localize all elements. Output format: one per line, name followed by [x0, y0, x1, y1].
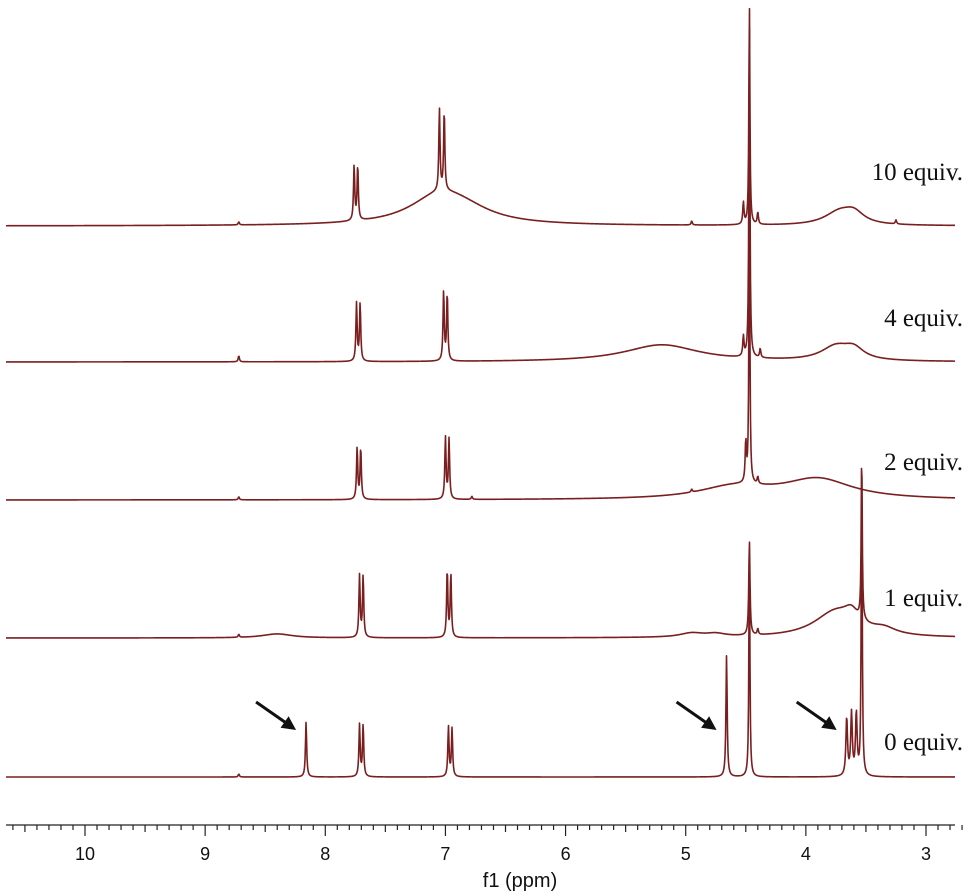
annotation-arrow — [795, 700, 831, 727]
spectrum-traces — [5, 7, 956, 778]
annotation-arrow — [675, 700, 711, 727]
annotation-arrow — [255, 700, 290, 727]
spectrum-trace — [5, 501, 956, 778]
spectrum-trace — [5, 467, 956, 639]
trace-label: 4 equiv. — [884, 305, 963, 332]
trace-label: 0 equiv. — [884, 729, 963, 756]
x-tick-label: 8 — [320, 844, 330, 864]
x-axis-title: f1 (ppm) — [483, 870, 557, 892]
x-axis: 10 9 8 7 6 5 4 3 — [6, 824, 963, 864]
x-tick-label: 3 — [921, 844, 931, 864]
x-tick-label: 7 — [440, 844, 450, 864]
spectrum-trace — [5, 7, 956, 227]
spectrum-trace — [5, 27, 956, 363]
x-tick-label: 10 — [75, 844, 95, 864]
trace-labels: 0 equiv. 1 equiv. 2 equiv. 4 equiv. 10 equiv… — [872, 159, 963, 756]
annotation-arrows — [255, 700, 837, 730]
trace-label: 2 equiv. — [884, 449, 963, 476]
x-tick-label: 6 — [561, 844, 571, 864]
trace-label: 10 equiv. — [872, 159, 963, 186]
x-tick-label: 9 — [200, 844, 210, 864]
annotation-arrowhead — [821, 716, 837, 730]
x-tick-label: 5 — [681, 844, 691, 864]
annotation-arrowhead — [701, 716, 717, 730]
x-tick-label: 4 — [801, 844, 811, 864]
annotation-arrowhead — [280, 716, 297, 730]
trace-label: 1 equiv. — [884, 585, 963, 612]
spectrum-trace — [5, 210, 956, 501]
